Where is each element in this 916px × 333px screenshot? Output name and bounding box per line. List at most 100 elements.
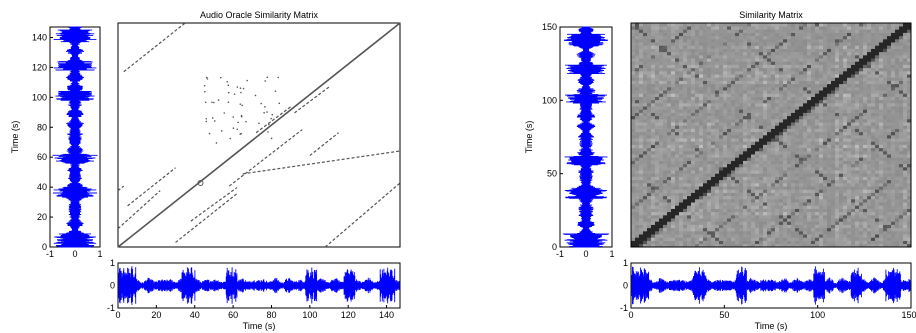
matrix-cell bbox=[667, 58, 672, 62]
matrix-cell bbox=[667, 202, 672, 206]
matrix-cell bbox=[887, 67, 892, 72]
matrix-cell bbox=[783, 176, 788, 181]
matrix-cell bbox=[871, 211, 876, 216]
matrix-cell bbox=[903, 211, 908, 216]
matrix-cell bbox=[787, 163, 792, 168]
matrix-cell bbox=[803, 71, 808, 75]
matrix-cell bbox=[631, 154, 636, 158]
matrix-cell bbox=[679, 163, 684, 168]
matrix-cell bbox=[735, 215, 740, 219]
matrix-cell bbox=[823, 87, 828, 91]
matrix-cell bbox=[875, 157, 880, 161]
matrix-cell bbox=[691, 234, 696, 238]
matrix-cell bbox=[763, 195, 768, 200]
matrix-cell bbox=[807, 240, 812, 245]
matrix-cell bbox=[875, 125, 880, 129]
matrix-cell bbox=[711, 173, 716, 177]
matrix-cell bbox=[707, 122, 712, 126]
matrix-cell bbox=[867, 215, 872, 219]
matrix-cell bbox=[719, 243, 724, 248]
matrix-cell bbox=[795, 87, 800, 91]
matrix-cell bbox=[743, 80, 748, 85]
matrix-cell bbox=[787, 74, 792, 78]
matrix-cell bbox=[703, 109, 708, 113]
matrix-cell bbox=[879, 93, 884, 97]
matrix-cell bbox=[827, 160, 832, 165]
matrix-cell bbox=[807, 112, 812, 117]
matrix-cell bbox=[819, 64, 824, 69]
matrix-cell bbox=[715, 58, 720, 62]
matrix-cell bbox=[675, 199, 680, 203]
matrix-cell bbox=[719, 170, 724, 174]
matrix-cell bbox=[775, 109, 780, 113]
matrix-cell bbox=[667, 106, 672, 110]
matrix-cell bbox=[859, 144, 864, 149]
matrix-cell bbox=[867, 138, 872, 142]
matrix-cell bbox=[671, 208, 676, 213]
matrix-cell bbox=[831, 51, 836, 56]
matrix-cell bbox=[851, 80, 856, 85]
matrix-cell bbox=[895, 138, 900, 142]
matrix-cell bbox=[879, 167, 884, 171]
matrix-cell bbox=[823, 115, 828, 120]
matrix-cell bbox=[763, 163, 768, 168]
matrix-cell bbox=[647, 215, 652, 219]
matrix-cell bbox=[867, 189, 872, 193]
matrix-cell bbox=[691, 112, 696, 117]
matrix-cell bbox=[739, 29, 744, 33]
matrix-cell bbox=[855, 160, 860, 165]
matrix-cell bbox=[747, 202, 752, 206]
matrix-cell bbox=[755, 167, 760, 171]
matrix-cell bbox=[651, 240, 656, 245]
matrix-cell bbox=[703, 131, 708, 136]
matrix-cell bbox=[747, 154, 752, 158]
matrix-cell bbox=[675, 125, 680, 129]
matrix-cell bbox=[639, 64, 644, 69]
matrix-cell bbox=[767, 51, 772, 56]
matrix-cell bbox=[671, 183, 676, 187]
matrix-cell bbox=[763, 29, 768, 33]
matrix-cell bbox=[791, 144, 796, 149]
matrix-cell bbox=[647, 42, 652, 46]
matrix-cell bbox=[631, 138, 636, 142]
matrix-cell bbox=[787, 205, 792, 209]
matrix-cell bbox=[715, 141, 720, 145]
matrix-cell bbox=[747, 167, 752, 171]
matrix-cell bbox=[631, 151, 636, 155]
matrix-cell bbox=[811, 199, 816, 203]
y-tick-label: -1 bbox=[107, 303, 115, 313]
matrix-cell bbox=[795, 58, 800, 62]
matrix-cell bbox=[663, 61, 668, 65]
matrix-cell bbox=[883, 227, 888, 232]
matrix-cell bbox=[711, 58, 716, 62]
matrix-cell bbox=[647, 183, 652, 187]
matrix-cell bbox=[639, 183, 644, 187]
matrix-cell bbox=[659, 147, 664, 152]
matrix-cell bbox=[787, 109, 792, 113]
matrix-cell bbox=[643, 32, 648, 37]
matrix-cell bbox=[899, 224, 904, 229]
matrix-cell bbox=[851, 243, 856, 248]
matrix-cell bbox=[867, 144, 872, 149]
recurrence-point bbox=[239, 103, 242, 105]
matrix-cell bbox=[823, 71, 828, 75]
matrix-cell bbox=[807, 128, 812, 133]
matrix-cell bbox=[899, 173, 904, 177]
matrix-cell bbox=[851, 202, 856, 206]
matrix-cell bbox=[643, 211, 648, 216]
matrix-cell bbox=[767, 224, 772, 229]
matrix-cell bbox=[703, 215, 708, 219]
matrix-cell bbox=[819, 215, 824, 219]
matrix-cell bbox=[747, 103, 752, 107]
matrix-cell bbox=[903, 90, 908, 94]
matrix-cell bbox=[711, 29, 716, 33]
matrix-cell bbox=[875, 176, 880, 181]
matrix-cell bbox=[719, 93, 724, 97]
matrix-cell bbox=[683, 234, 688, 238]
matrix-cell bbox=[747, 131, 752, 136]
matrix-cell bbox=[711, 61, 716, 65]
matrix-cell bbox=[831, 179, 836, 184]
matrix-cell bbox=[679, 61, 684, 65]
matrix-cell bbox=[735, 231, 740, 235]
matrix-cell bbox=[823, 160, 828, 165]
